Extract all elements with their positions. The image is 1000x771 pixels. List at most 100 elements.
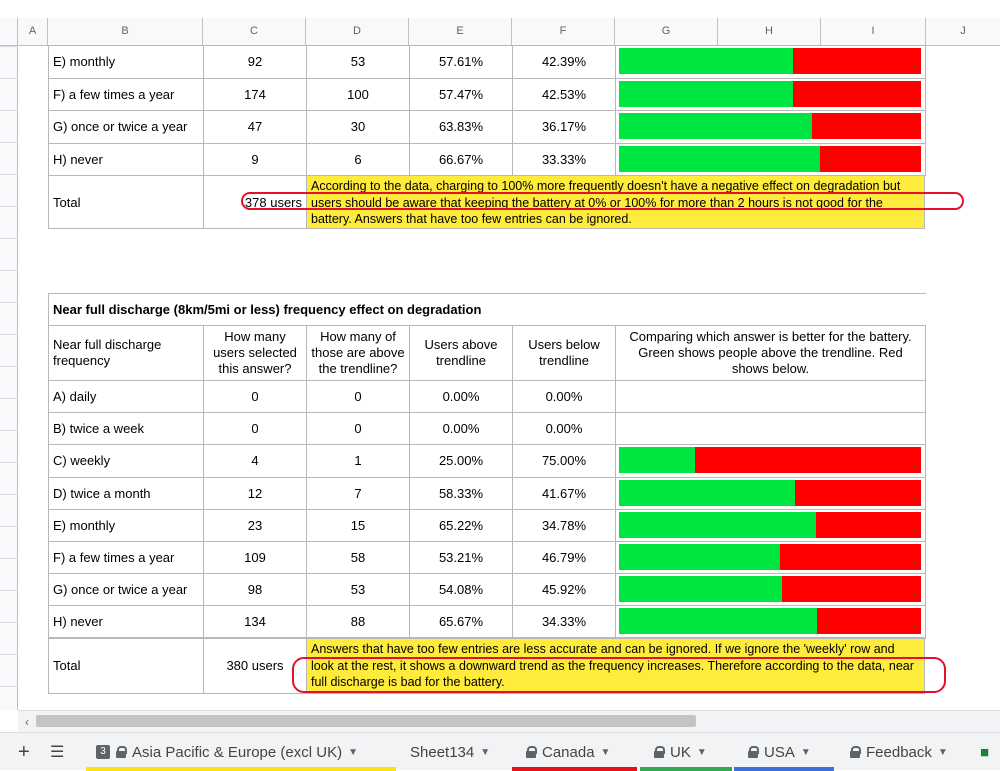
chevron-down-icon[interactable]: ▼ [937, 746, 948, 758]
above-count-cell[interactable]: 53 [306, 573, 410, 607]
chevron-down-icon[interactable]: ▼ [348, 746, 358, 758]
count-cell[interactable]: 92 [203, 45, 307, 79]
column-header-h[interactable]: H [718, 18, 821, 45]
column-header-e[interactable]: E [409, 18, 512, 45]
pct-below-cell[interactable]: 34.33% [512, 605, 616, 639]
pct-above-cell[interactable]: 58.33% [409, 476, 513, 510]
above-count-cell[interactable]: 53 [306, 45, 410, 79]
pct-below-cell[interactable]: 41.67% [512, 476, 616, 510]
tab-asia-pacific-europe[interactable]: 3 Asia Pacific & Europe (excl UK) ▼ [86, 733, 396, 771]
answer-label[interactable]: G) once or twice a year [48, 573, 204, 607]
conclusion-note[interactable]: According to the data, charging to 100% … [306, 175, 925, 229]
pct-above-cell[interactable]: 57.47% [409, 77, 513, 111]
above-count-cell[interactable]: 88 [306, 605, 410, 639]
pct-below-cell[interactable]: 75.00% [512, 444, 616, 478]
answer-label[interactable]: H) never [48, 142, 204, 176]
tab-sheet134[interactable]: Sheet134 ▼ [400, 733, 510, 771]
pct-above-cell[interactable]: 66.67% [409, 142, 513, 176]
answer-label[interactable]: E) monthly [48, 508, 204, 542]
comparison-cell[interactable] [615, 142, 926, 176]
pct-above-cell[interactable]: 65.22% [409, 508, 513, 542]
chevron-down-icon[interactable]: ▼ [600, 746, 611, 758]
answer-label[interactable]: F) a few times a year [48, 77, 204, 111]
header-pct-below[interactable]: Users below trendline [512, 325, 616, 381]
answer-label[interactable]: H) never [48, 605, 204, 639]
column-header-j[interactable]: J [960, 25, 966, 37]
tab-usa[interactable]: USA ▼ [734, 733, 834, 771]
pct-above-cell[interactable]: 0.00% [409, 412, 513, 446]
pct-above-cell[interactable]: 63.83% [409, 110, 513, 144]
count-cell[interactable]: 4 [203, 444, 307, 478]
pct-below-cell[interactable]: 33.33% [512, 142, 616, 176]
above-count-cell[interactable]: 6 [306, 142, 410, 176]
count-cell[interactable]: 0 [203, 412, 307, 446]
pct-above-cell[interactable]: 53.21% [409, 541, 513, 575]
above-count-cell[interactable]: 30 [306, 110, 410, 144]
pct-below-cell[interactable]: 0.00% [512, 412, 616, 446]
pct-above-cell[interactable]: 65.67% [409, 605, 513, 639]
scrollbar-thumb[interactable] [36, 715, 696, 727]
select-all-corner[interactable] [0, 18, 18, 45]
pct-below-cell[interactable]: 42.53% [512, 77, 616, 111]
answer-label[interactable]: F) a few times a year [48, 541, 204, 575]
count-cell[interactable]: 9 [203, 142, 307, 176]
tab-canada[interactable]: Canada ▼ [512, 733, 637, 771]
pct-above-cell[interactable]: 57.61% [409, 45, 513, 79]
count-cell[interactable]: 12 [203, 476, 307, 510]
pct-above-cell[interactable]: 25.00% [409, 444, 513, 478]
count-cell[interactable]: 47 [203, 110, 307, 144]
conclusion-note[interactable]: Answers that have too few entries are le… [306, 637, 925, 694]
count-cell[interactable]: 134 [203, 605, 307, 639]
column-header-b[interactable]: B [48, 18, 203, 45]
tab-next-partial-lock-icon[interactable]: ■ [980, 743, 990, 761]
all-sheets-menu-icon[interactable]: ☰ [50, 744, 65, 761]
tab-uk[interactable]: UK ▼ [640, 733, 732, 771]
column-header-a[interactable]: A [18, 18, 48, 45]
count-cell[interactable]: 98 [203, 573, 307, 607]
header-above[interactable]: How many of those are above the trendlin… [306, 325, 410, 381]
chevron-down-icon[interactable]: ▼ [696, 746, 707, 758]
above-count-cell[interactable]: 1 [306, 444, 410, 478]
pct-below-cell[interactable]: 36.17% [512, 110, 616, 144]
horizontal-scrollbar[interactable]: ‹ [18, 710, 1000, 732]
count-cell[interactable]: 0 [203, 380, 307, 414]
table-title[interactable]: Near full discharge (8km/5mi or less) fr… [48, 293, 926, 326]
above-count-cell[interactable]: 7 [306, 476, 410, 510]
tab-feedback[interactable]: Feedback ▼ [836, 733, 976, 771]
count-cell[interactable]: 109 [203, 541, 307, 575]
comparison-cell[interactable] [615, 412, 926, 446]
answer-label[interactable]: C) weekly [48, 444, 204, 478]
column-header-i[interactable]: I [821, 18, 926, 45]
above-count-cell[interactable]: 15 [306, 508, 410, 542]
total-label[interactable]: Total [48, 637, 204, 694]
above-count-cell[interactable]: 0 [306, 380, 410, 414]
comparison-cell[interactable] [615, 605, 926, 639]
answer-label[interactable]: A) daily [48, 380, 204, 414]
column-header-f[interactable]: F [512, 18, 615, 45]
pct-below-cell[interactable]: 42.39% [512, 45, 616, 79]
count-cell[interactable]: 174 [203, 77, 307, 111]
answer-label[interactable]: G) once or twice a year [48, 110, 204, 144]
count-cell[interactable]: 23 [203, 508, 307, 542]
column-header-g[interactable]: G [615, 18, 718, 45]
pct-below-cell[interactable]: 0.00% [512, 380, 616, 414]
answer-label[interactable]: B) twice a week [48, 412, 204, 446]
chevron-down-icon[interactable]: ▼ [800, 746, 811, 758]
above-count-cell[interactable]: 58 [306, 541, 410, 575]
pct-above-cell[interactable]: 54.08% [409, 573, 513, 607]
header-compare[interactable]: Comparing which answer is better for the… [615, 325, 926, 381]
header-count[interactable]: How many users selected this answer? [203, 325, 307, 381]
chevron-down-icon[interactable]: ▼ [480, 746, 491, 758]
comparison-cell[interactable] [615, 380, 926, 414]
pct-above-cell[interactable]: 0.00% [409, 380, 513, 414]
header-frequency[interactable]: Near full discharge frequency [48, 325, 204, 381]
total-label[interactable]: Total [48, 175, 204, 229]
scroll-left-icon[interactable]: ‹ [25, 715, 29, 729]
above-count-cell[interactable]: 0 [306, 412, 410, 446]
pct-below-cell[interactable]: 46.79% [512, 541, 616, 575]
pct-below-cell[interactable]: 34.78% [512, 508, 616, 542]
add-sheet-icon[interactable]: + [18, 740, 30, 763]
answer-label[interactable]: D) twice a month [48, 476, 204, 510]
column-header-c[interactable]: C [203, 18, 306, 45]
column-header-d[interactable]: D [306, 18, 409, 45]
